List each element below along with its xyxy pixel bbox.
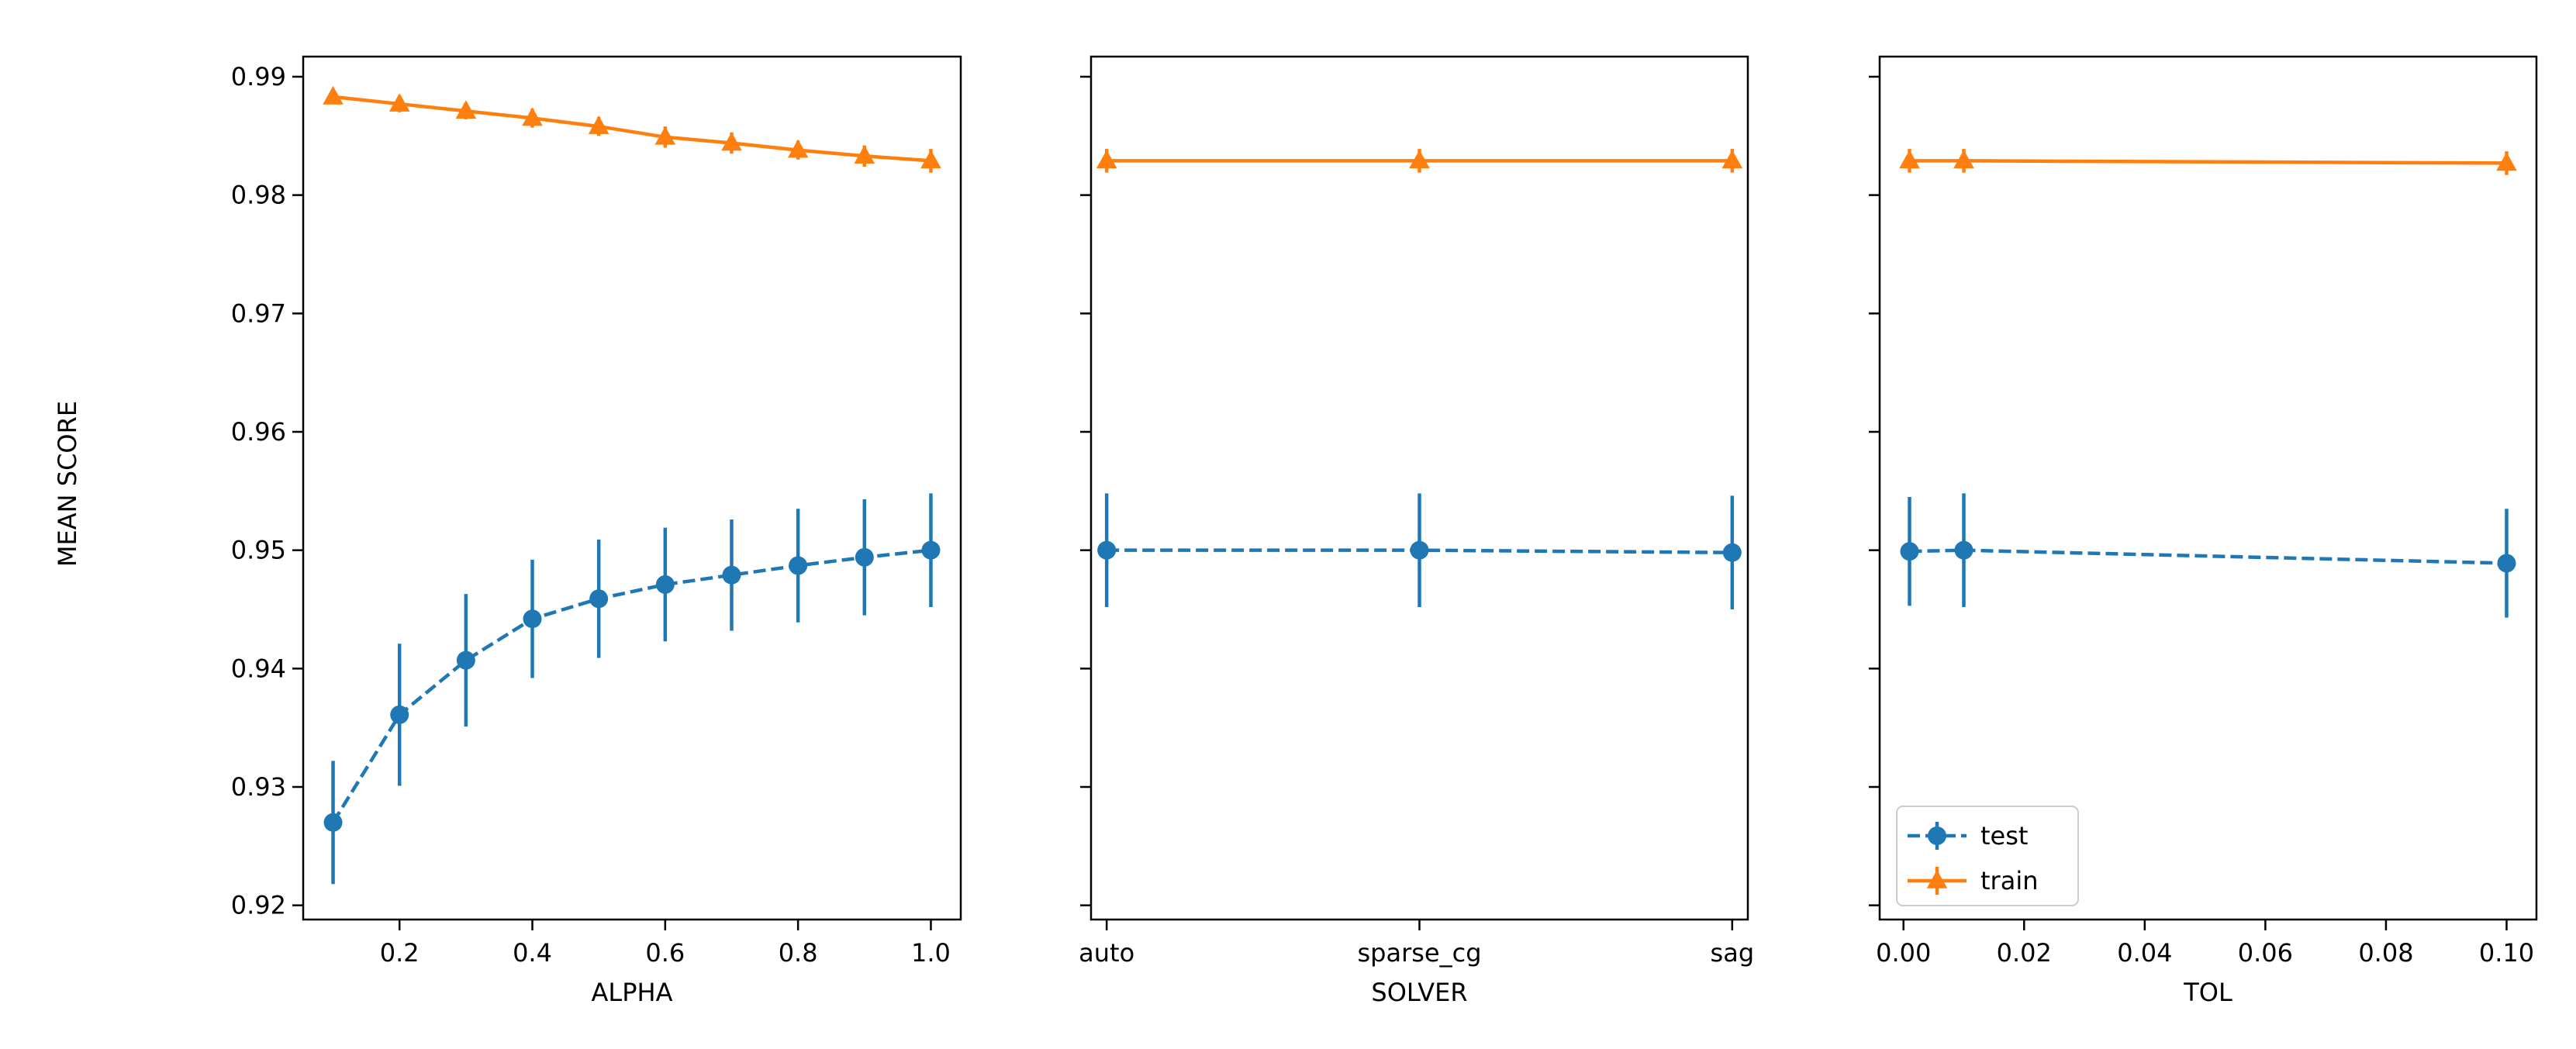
series-train: [1096, 149, 1743, 173]
data-point: [390, 705, 409, 724]
y-tick-label: 0.94: [231, 654, 286, 683]
y-tick-label: 0.96: [231, 417, 286, 447]
panels: 0.92 0.93 0.94 0.95 0.96 0.97 0.98 0.99 0.2 0.4 0.…: [231, 55, 2538, 1007]
x-tick-label: 0.10: [2479, 938, 2534, 968]
data-point: [1410, 540, 1429, 560]
figure-ylabel: MEAN SCORE: [53, 401, 82, 567]
data-point: [1097, 540, 1117, 560]
axes-frame: [302, 55, 962, 921]
data-point-triangle: [1409, 150, 1430, 169]
data-point: [855, 547, 874, 567]
data-point: [1954, 540, 1973, 560]
x-axis-label: ALPHA: [592, 978, 673, 1007]
y-tick-label: 0.98: [231, 181, 286, 210]
data-point: [789, 556, 808, 575]
y-tick-label: 0.92: [231, 891, 286, 920]
y-tick-label: 0.95: [231, 536, 286, 565]
x-tick-label: 0.2: [380, 938, 420, 968]
data-point-triangle: [455, 100, 477, 119]
data-point: [456, 650, 475, 670]
y-tick-label: 0.93: [231, 772, 286, 802]
data-point: [722, 565, 741, 585]
y-tick-label: 0.97: [231, 298, 286, 328]
data-point-triangle: [854, 145, 875, 164]
x-tick-label: sag: [1711, 938, 1755, 968]
y-tick-label: 0.99: [231, 62, 286, 91]
data-point: [523, 609, 542, 629]
data-point: [1722, 543, 1742, 562]
x-tick-label: 0.00: [1876, 938, 1931, 968]
legend-swatch-marker: [1928, 826, 1946, 845]
x-axis-label: TOL: [2183, 978, 2232, 1007]
legend-swatch-marker: [1926, 870, 1948, 889]
x-tick-label: auto: [1079, 938, 1134, 968]
x-tick-label: 0.04: [2117, 938, 2172, 968]
data-point: [323, 813, 343, 832]
data-point-triangle: [1899, 150, 1920, 169]
series-test: [1097, 493, 1742, 609]
x-tick-label: 0.06: [2238, 938, 2293, 968]
panel-2: auto sparse_cg sag SOLVER: [1079, 55, 1755, 1007]
data-point-triangle: [654, 126, 676, 145]
legend-label-train: train: [1980, 866, 2038, 895]
data-point-triangle: [388, 93, 410, 112]
data-point: [921, 540, 941, 560]
data-point: [589, 589, 609, 609]
data-point-triangle: [1953, 150, 1974, 169]
data-point-triangle: [588, 116, 609, 134]
x-tick-label: 0.6: [645, 938, 685, 968]
series-line: [331, 548, 931, 823]
data-point-triangle: [1721, 150, 1743, 169]
data-point-triangle: [920, 150, 941, 169]
panel-1: 0.92 0.93 0.94 0.95 0.96 0.97 0.98 0.99 0.2 0.4 0.…: [231, 55, 962, 1007]
data-point-triangle: [721, 132, 742, 151]
series-test: [323, 493, 941, 885]
x-axis-label: SOLVER: [1371, 978, 1467, 1007]
series-train: [1899, 149, 2517, 175]
legend-label-test: test: [1980, 821, 2028, 851]
data-point: [2497, 554, 2516, 573]
x-tick-label: 1.0: [911, 938, 951, 968]
series-line: [1909, 548, 2507, 565]
x-tick-label: 0.02: [1997, 938, 2052, 968]
axes-frame: [1089, 55, 1749, 921]
panel-3: 0.00 0.02 0.04 0.06 0.08 0.10 TOL test train: [1869, 55, 2538, 1007]
data-point-triangle: [2496, 152, 2517, 171]
x-tick-label: sparse_cg: [1357, 938, 1481, 968]
data-point-triangle: [1096, 150, 1117, 169]
data-point-triangle: [522, 107, 543, 126]
data-point: [655, 575, 675, 594]
data-point-triangle: [323, 85, 344, 105]
series-line: [333, 95, 931, 163]
data-point-triangle: [787, 139, 809, 158]
legend: test train: [1896, 806, 2079, 906]
x-tick-label: 0.4: [513, 938, 552, 968]
series-test: [1900, 493, 2516, 618]
axes-frame: [1878, 55, 2538, 921]
data-point: [1900, 542, 1919, 561]
series-line: [1909, 159, 2507, 165]
series-train: [323, 85, 941, 173]
x-tick-label: 0.8: [779, 938, 818, 968]
x-tick-label: 0.08: [2358, 938, 2413, 968]
